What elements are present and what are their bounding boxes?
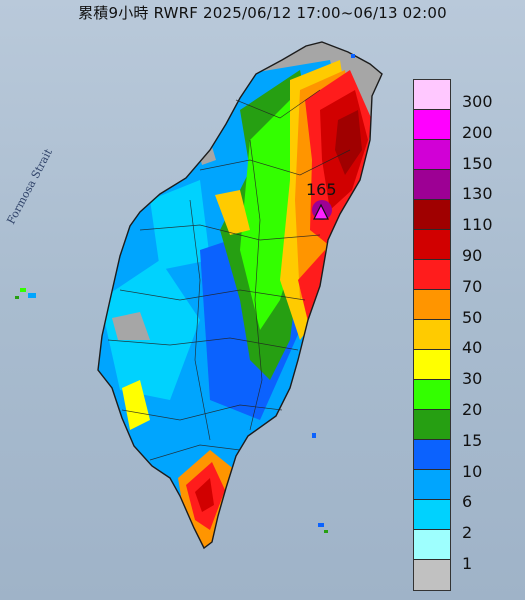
legend-swatch [414,560,450,590]
legend-labels: 300 200 150 130 110 90 70 50 40 30 20 15 10 6 2 1 [462,92,493,589]
legend-swatch [414,320,450,350]
legend-swatch [414,500,450,530]
legend-label: 50 [462,307,483,327]
taiwan-coastline [97,41,383,550]
legend-label: 110 [462,215,493,235]
legend-label: 70 [462,276,483,296]
legend-label: 20 [462,399,483,419]
legend-swatch [414,80,450,110]
legend-label: 130 [462,184,493,204]
legend-label: 300 [462,92,493,111]
legend-swatch [414,230,450,260]
legend-label: 150 [462,153,493,173]
legend-swatch [414,350,450,380]
legend-label: 6 [462,492,473,512]
county-boundaries [107,89,351,461]
legend-swatch [414,170,450,200]
legend-swatch [414,440,450,470]
legend-label: 40 [462,338,483,358]
legend-label: 200 [462,122,493,142]
legend-swatch [414,140,450,170]
legend-swatch [414,200,450,230]
legend-label: 30 [462,369,483,389]
legend-swatch [414,110,450,140]
legend-swatch [414,290,450,320]
legend-swatch [414,410,450,440]
legend-swatch [414,470,450,500]
offshore-islets [15,54,355,533]
legend-label: 15 [462,430,483,450]
legend-label: 1 [462,553,473,573]
legend-swatch [414,380,450,410]
map-title: 累積9小時 RWRF 2025/06/12 17:00~06/13 02:00 [78,4,447,22]
legend-label: 90 [462,245,483,265]
peak-value-label: 165 [306,180,337,199]
legend-swatch [414,530,450,560]
color-legend [413,79,451,591]
peak-marker-icon [313,203,329,220]
legend-label: 2 [462,523,473,543]
legend-label: 10 [462,461,483,481]
legend-swatch [414,260,450,290]
